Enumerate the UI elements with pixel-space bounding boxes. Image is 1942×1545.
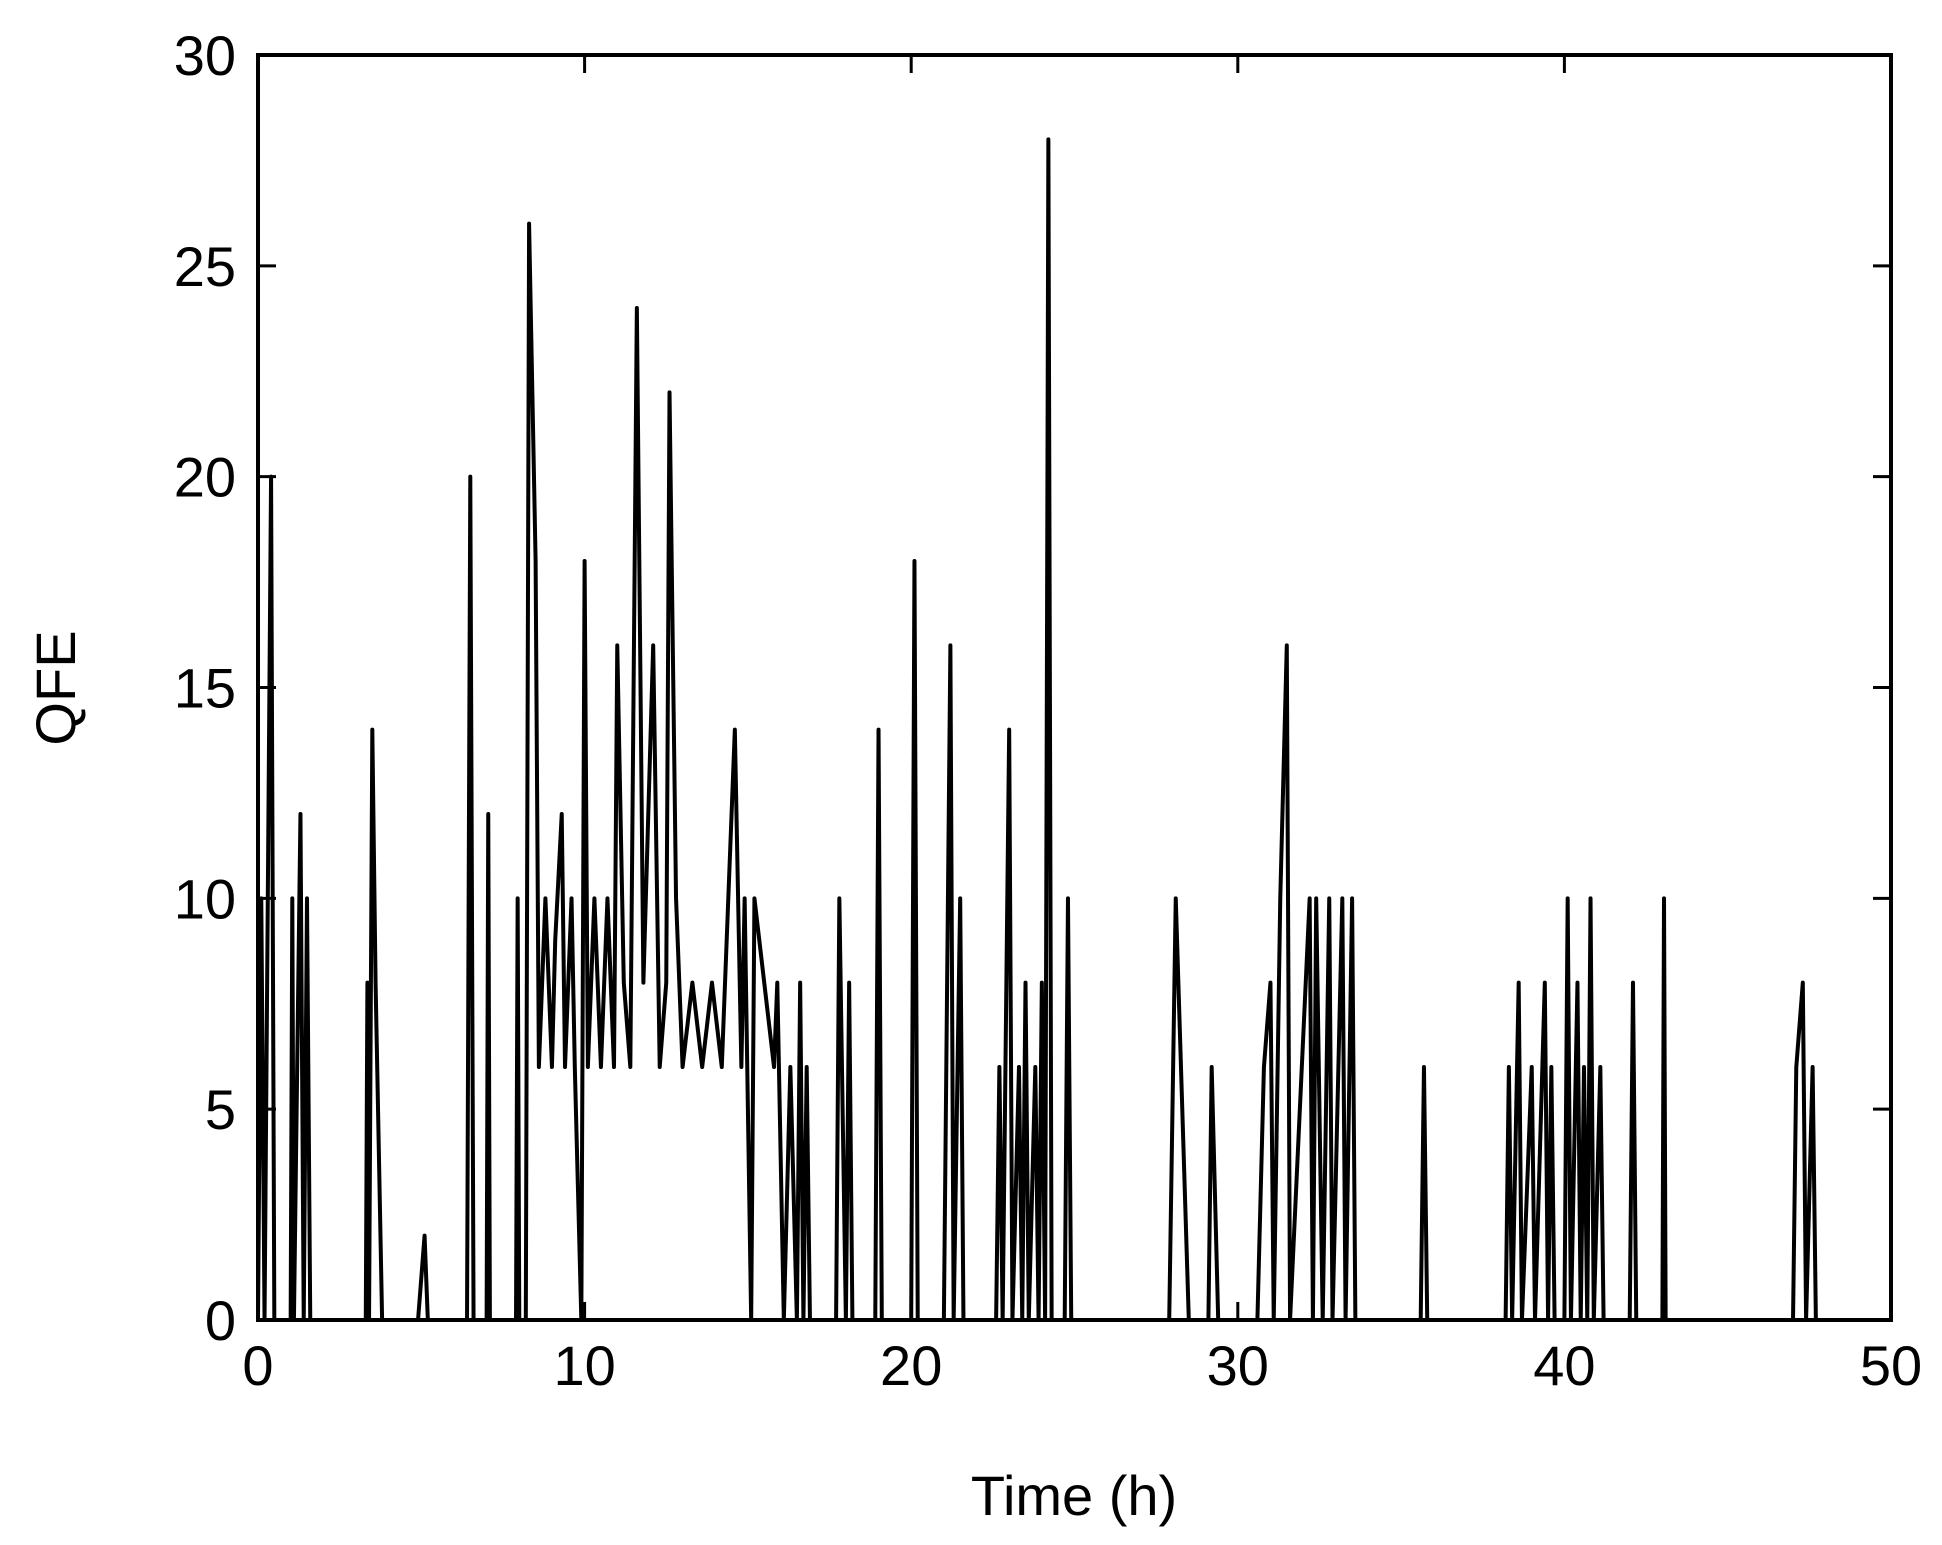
y-tick-label: 20	[174, 446, 236, 509]
x-tick-label: 20	[880, 1334, 942, 1397]
y-tick-label: 15	[174, 657, 236, 720]
x-axis-label: Time (h)	[971, 1464, 1177, 1527]
y-tick-label: 0	[205, 1289, 236, 1352]
y-tick-label: 25	[174, 235, 236, 298]
y-tick-label: 30	[174, 24, 236, 87]
x-tick-label: 50	[1860, 1334, 1922, 1397]
plot-frame	[256, 53, 1893, 1322]
x-tick-label: 30	[1207, 1334, 1269, 1397]
y-tick-label: 10	[174, 867, 236, 930]
x-tick-label: 40	[1533, 1334, 1595, 1397]
y-axis-label: QFE	[24, 630, 87, 745]
y-tick-label: 5	[205, 1078, 236, 1141]
data-line	[256, 137, 1818, 1322]
x-tick-label: 0	[242, 1334, 273, 1397]
x-tick-label: 10	[553, 1334, 615, 1397]
